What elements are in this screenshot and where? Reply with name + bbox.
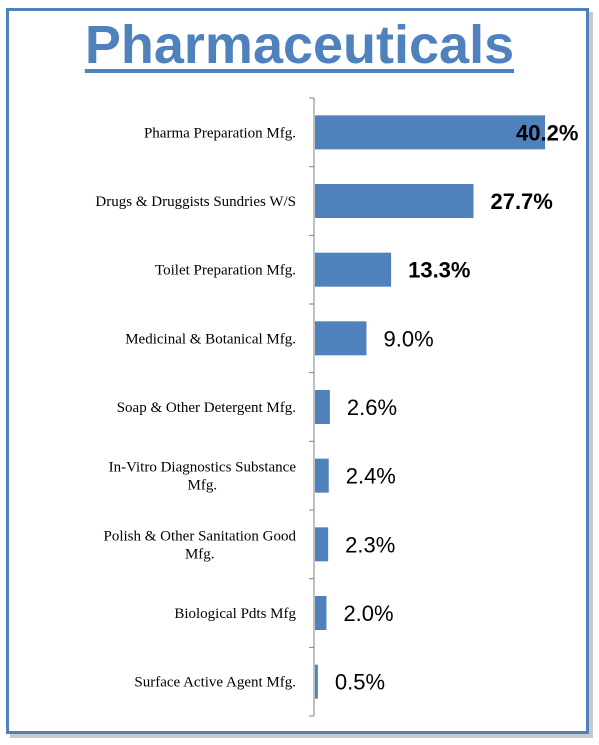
category-label-line: Mfg. bbox=[185, 546, 215, 562]
category-label: Toilet Preparation Mfg. bbox=[155, 263, 296, 279]
category-label-line: Soap & Other Detergent Mfg. bbox=[117, 400, 296, 416]
value-label: 2.6% bbox=[347, 395, 397, 420]
bar bbox=[315, 527, 329, 562]
category-label-line: Pharma Preparation Mfg. bbox=[144, 125, 296, 141]
category-label-line: Medicinal & Botanical Mfg. bbox=[125, 331, 296, 347]
category-label-line: Polish & Other Sanitation Good bbox=[104, 528, 297, 544]
value-label: 40.2% bbox=[516, 120, 578, 145]
category-label-line: In-Vitro Diagnostics Substance bbox=[109, 460, 297, 476]
category-label: Biological Pdts Mfg bbox=[174, 606, 296, 622]
value-label: 13.3% bbox=[408, 258, 470, 283]
bar bbox=[315, 664, 318, 699]
value-label: 2.0% bbox=[343, 601, 393, 626]
bar bbox=[315, 115, 545, 150]
bar bbox=[315, 458, 329, 493]
category-label: Drugs & Druggists Sundries W/S bbox=[95, 194, 296, 210]
bar bbox=[315, 252, 392, 287]
category-label-line: Toilet Preparation Mfg. bbox=[155, 263, 296, 279]
bar bbox=[315, 321, 367, 356]
value-label: 2.4% bbox=[346, 464, 396, 489]
category-label: Medicinal & Botanical Mfg. bbox=[125, 331, 296, 347]
bar bbox=[315, 184, 474, 218]
category-label-line: Drugs & Druggists Sundries W/S bbox=[95, 194, 296, 210]
category-label-line: Mfg. bbox=[188, 478, 218, 494]
category-label: Pharma Preparation Mfg. bbox=[144, 125, 296, 141]
category-label: In-Vitro Diagnostics Substance Mfg. bbox=[109, 460, 297, 494]
category-label: Surface Active Agent Mfg. bbox=[134, 675, 296, 691]
category-label: Soap & Other Detergent Mfg. bbox=[117, 400, 296, 416]
category-label-line: Biological Pdts Mfg bbox=[174, 606, 296, 622]
category-label-line: Surface Active Agent Mfg. bbox=[134, 675, 296, 691]
category-label: Polish & Other Sanitation Good Mfg. bbox=[104, 528, 297, 562]
bar bbox=[315, 596, 327, 630]
value-label: 0.5% bbox=[335, 670, 385, 695]
value-label: 9.0% bbox=[383, 326, 433, 351]
value-label: 2.3% bbox=[345, 532, 395, 557]
chart-title: Pharmaceuticals bbox=[84, 15, 515, 75]
value-label: 27.7% bbox=[490, 189, 552, 214]
bar bbox=[315, 390, 330, 424]
